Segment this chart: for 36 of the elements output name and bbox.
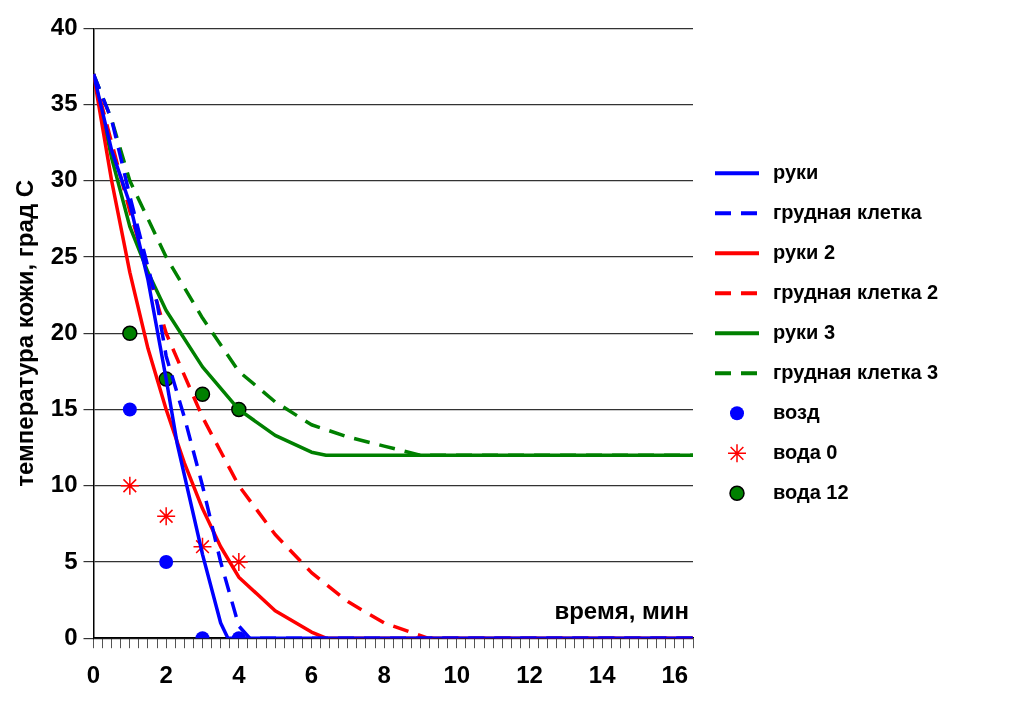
point <box>122 402 137 417</box>
y-axis-title: температура кожи, град С <box>11 179 39 487</box>
legend-label: руки <box>773 160 819 183</box>
y-tick-label: 20 <box>50 317 78 345</box>
legend-label: возд <box>773 400 820 423</box>
legend-label: вода 0 <box>773 440 838 463</box>
x-tick-label: 4 <box>232 661 247 689</box>
y-tick-label: 40 <box>50 13 78 41</box>
x-tick-label: 8 <box>377 661 391 689</box>
legend-label: руки 3 <box>773 320 836 343</box>
point <box>159 554 174 569</box>
point <box>194 386 211 403</box>
x-tick-label: 2 <box>159 661 173 689</box>
x-tick-label: 14 <box>588 661 617 689</box>
point <box>229 552 249 572</box>
x-tick-label: 12 <box>516 661 543 689</box>
x-tick-label: 16 <box>661 661 689 689</box>
x-tick-label: 6 <box>304 661 319 689</box>
x-tick-label: 0 <box>86 661 101 689</box>
legend-label: грудная клетка <box>773 200 923 223</box>
y-tick-label: 30 <box>50 165 78 193</box>
point <box>120 476 140 496</box>
point <box>122 325 138 342</box>
legend-label: грудная клетка 3 <box>773 360 939 383</box>
y-tick-label: 0 <box>64 622 78 650</box>
legend-label: вода 12 <box>773 480 849 503</box>
y-tick-label: 5 <box>64 546 78 574</box>
y-tick-label: 15 <box>50 394 78 422</box>
legend-label: руки 2 <box>773 240 836 263</box>
y-tick-label: 25 <box>50 241 78 269</box>
y-tick-label: 10 <box>50 470 78 498</box>
legend-label: грудная клетка 2 <box>773 280 939 303</box>
point <box>156 506 176 526</box>
y-tick-label: 35 <box>50 89 78 117</box>
x-tick-label: 10 <box>443 661 471 689</box>
x-axis-title: время, мин <box>554 596 689 624</box>
